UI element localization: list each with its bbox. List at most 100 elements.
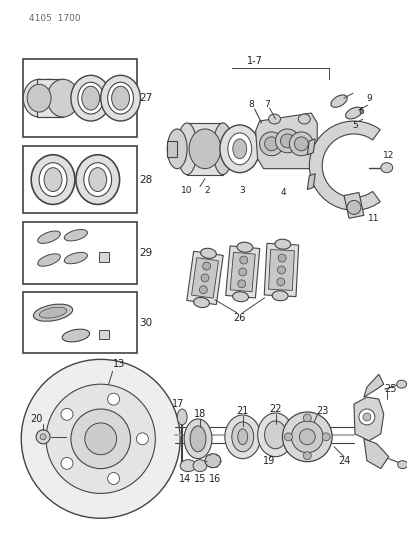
Text: 19: 19 (264, 456, 276, 466)
Ellipse shape (205, 454, 221, 467)
Text: 3: 3 (239, 186, 245, 195)
Polygon shape (364, 374, 384, 397)
Ellipse shape (71, 75, 111, 121)
Circle shape (291, 421, 323, 453)
Text: 24: 24 (338, 456, 350, 466)
Circle shape (21, 359, 180, 518)
Ellipse shape (264, 421, 286, 449)
Ellipse shape (189, 129, 221, 168)
Circle shape (85, 423, 117, 455)
Polygon shape (230, 252, 255, 292)
Circle shape (238, 280, 246, 288)
Circle shape (322, 433, 330, 441)
Ellipse shape (44, 168, 62, 191)
Text: 1-7: 1-7 (247, 56, 263, 67)
Circle shape (277, 278, 285, 286)
Polygon shape (268, 249, 295, 290)
Polygon shape (364, 439, 389, 469)
Text: 17: 17 (172, 399, 184, 409)
Text: 5: 5 (352, 122, 358, 131)
Text: 11: 11 (368, 214, 379, 223)
Circle shape (201, 274, 209, 282)
Polygon shape (167, 141, 177, 157)
Polygon shape (307, 174, 315, 190)
Ellipse shape (346, 107, 362, 119)
Circle shape (259, 132, 284, 156)
Text: 27: 27 (139, 93, 152, 103)
Bar (23, 59, 137, 137)
Text: 4105  1700: 4105 1700 (29, 14, 81, 23)
Circle shape (108, 393, 120, 405)
Polygon shape (191, 258, 218, 298)
Polygon shape (256, 113, 317, 168)
Ellipse shape (257, 413, 293, 457)
Ellipse shape (78, 82, 104, 114)
Text: 21: 21 (237, 406, 249, 416)
Circle shape (203, 262, 211, 270)
Circle shape (264, 137, 279, 151)
Ellipse shape (180, 459, 196, 472)
Ellipse shape (228, 133, 252, 165)
Text: 18: 18 (194, 409, 206, 419)
Ellipse shape (268, 114, 280, 124)
Ellipse shape (33, 79, 65, 117)
Polygon shape (187, 123, 223, 175)
Bar (23, 292, 137, 353)
Ellipse shape (237, 242, 253, 252)
Ellipse shape (398, 461, 408, 469)
Text: 2: 2 (204, 186, 210, 195)
Text: 9: 9 (366, 94, 372, 103)
Circle shape (108, 473, 120, 484)
Polygon shape (264, 244, 299, 296)
Circle shape (282, 412, 332, 462)
Ellipse shape (82, 86, 100, 110)
Text: 29: 29 (139, 248, 152, 258)
Text: 14: 14 (179, 473, 191, 483)
Ellipse shape (233, 139, 247, 159)
Ellipse shape (177, 409, 187, 425)
Text: 25: 25 (384, 384, 397, 394)
Circle shape (299, 429, 315, 445)
Text: 12: 12 (383, 151, 395, 160)
Circle shape (277, 266, 286, 274)
Ellipse shape (167, 129, 187, 168)
Bar (23, 222, 137, 284)
Circle shape (363, 413, 371, 421)
Circle shape (280, 134, 295, 148)
Ellipse shape (23, 79, 55, 117)
Circle shape (40, 434, 46, 440)
Circle shape (303, 414, 311, 422)
Ellipse shape (213, 123, 233, 175)
Circle shape (284, 433, 293, 441)
Ellipse shape (27, 84, 51, 112)
Ellipse shape (101, 75, 140, 121)
Circle shape (61, 457, 73, 469)
Circle shape (278, 254, 286, 262)
Ellipse shape (112, 86, 129, 110)
Text: 15: 15 (194, 473, 206, 483)
Text: 28: 28 (139, 175, 152, 184)
Ellipse shape (62, 329, 90, 342)
Polygon shape (344, 192, 364, 219)
Text: 26: 26 (233, 313, 246, 322)
Text: 6: 6 (358, 107, 364, 116)
Circle shape (275, 129, 299, 153)
Text: 22: 22 (269, 404, 282, 414)
Ellipse shape (76, 155, 120, 205)
Ellipse shape (38, 231, 60, 244)
Ellipse shape (39, 163, 67, 197)
Text: 7: 7 (265, 100, 271, 109)
Circle shape (136, 433, 149, 445)
Text: 23: 23 (316, 406, 328, 416)
Text: 30: 30 (139, 318, 152, 328)
Circle shape (240, 256, 248, 264)
Text: 13: 13 (113, 359, 125, 369)
Text: 4: 4 (281, 188, 286, 197)
Polygon shape (187, 251, 223, 304)
Ellipse shape (33, 304, 73, 321)
Ellipse shape (177, 123, 197, 175)
Ellipse shape (31, 155, 75, 205)
Ellipse shape (220, 125, 259, 173)
Ellipse shape (47, 79, 79, 117)
Text: 8: 8 (249, 100, 255, 109)
